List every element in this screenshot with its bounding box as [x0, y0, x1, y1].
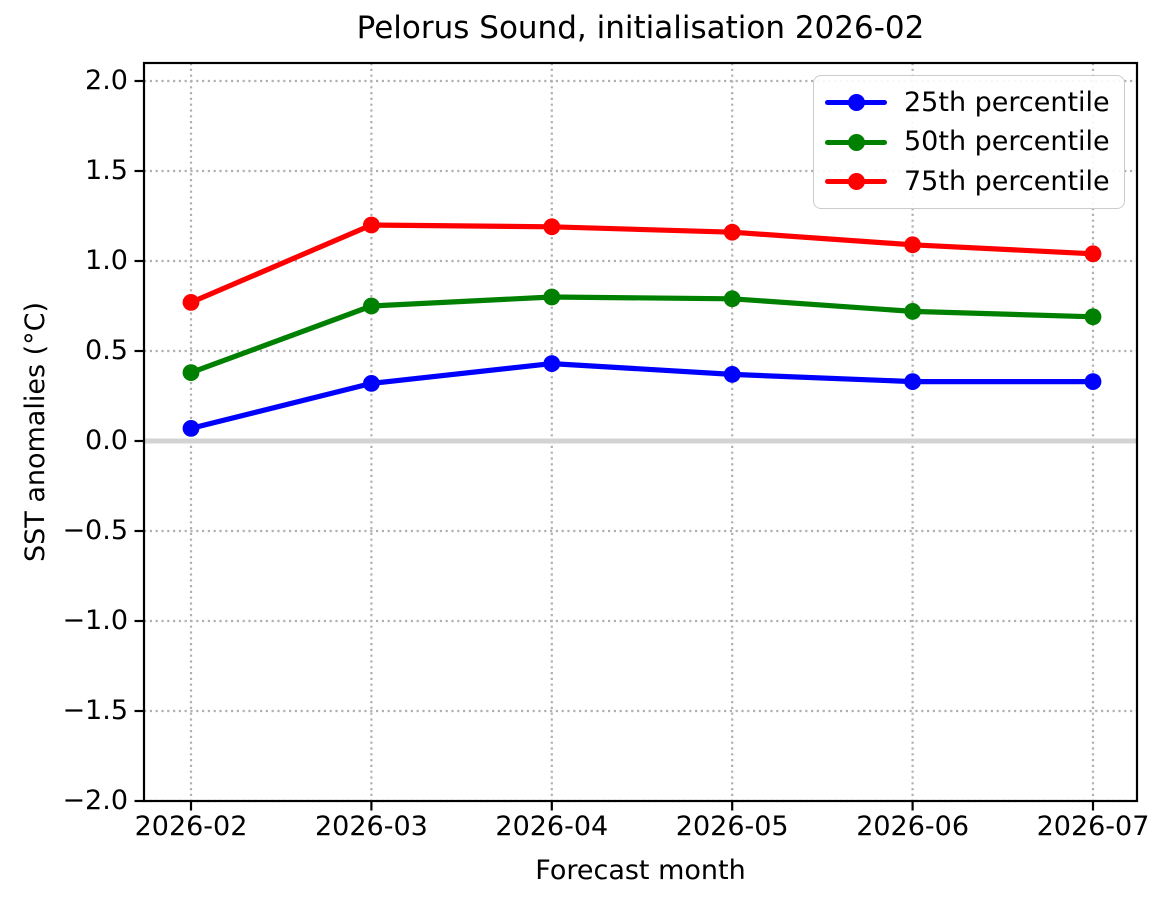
series-25th-percentile [182, 355, 1102, 437]
data-point-marker [904, 373, 921, 390]
data-point-marker [363, 297, 380, 315]
tick-marks [134, 79, 1095, 811]
data-point-marker [723, 223, 741, 241]
x-tick-label: 2026-04 [495, 811, 609, 842]
x-tick-label: 2026-06 [856, 811, 969, 842]
plot-border [142, 61, 1139, 803]
x-tick-label: 2026-07 [1036, 811, 1150, 842]
data-point-marker [723, 290, 741, 308]
data-point-marker [182, 364, 200, 381]
legend-line-marker-swatch [825, 173, 887, 191]
data-point-marker [543, 288, 561, 306]
series-75th-percentile [182, 216, 1102, 311]
legend-marker-dot [847, 94, 865, 111]
data-point-marker [1084, 308, 1102, 326]
data-point-marker [363, 216, 380, 234]
y-tick-label: 0.5 [85, 335, 128, 366]
data-point-marker [904, 303, 921, 320]
data-point-marker [904, 236, 921, 254]
y-tick-label: 0.0 [85, 425, 128, 456]
y-tick-label: 2.0 [85, 65, 128, 96]
legend-item-25th-percentile: 25th percentile [825, 83, 1112, 122]
legend-label: 25th percentile [904, 86, 1110, 118]
data-point-marker [1084, 245, 1102, 263]
data-point-marker [1084, 373, 1102, 390]
y-tick-label: 1.0 [85, 245, 128, 276]
chart-title: Pelorus Sound, initialisation 2026-02 [356, 10, 925, 46]
legend-label: 50th percentile [904, 126, 1110, 157]
series-line [188, 222, 1096, 305]
x-tick-label: 2026-03 [314, 811, 428, 842]
y-tick-label: −0.5 [62, 515, 128, 546]
x-tick-label: 2026-05 [675, 811, 789, 842]
series-50th-percentile [182, 288, 1102, 381]
legend-item-50th-percentile: 50th percentile [825, 123, 1112, 162]
legend-marker-dot [847, 173, 865, 190]
y-tick-label: −2.0 [62, 785, 128, 816]
data-point-marker [363, 375, 380, 392]
legend: 25th percentile 50th percentile 75th perce… [813, 75, 1125, 209]
x-axis-label: Forecast month [535, 855, 746, 886]
y-tick-label: −1.5 [62, 695, 128, 726]
legend-line-marker-swatch [825, 94, 887, 112]
y-axis-label: SST anomalies (°C) [20, 301, 51, 563]
data-point-marker [543, 355, 561, 372]
legend-item-75th-percentile: 75th percentile [825, 162, 1112, 201]
y-tick-label: 1.5 [85, 155, 128, 186]
series-line [188, 361, 1096, 431]
data-point-marker [182, 294, 200, 311]
legend-label: 75th percentile [904, 165, 1110, 197]
y-tick-label: −1.0 [62, 605, 128, 636]
data-point-marker [543, 218, 561, 236]
legend-line-marker-swatch [825, 133, 887, 151]
series-line [188, 294, 1096, 376]
data-point-marker [182, 420, 200, 437]
x-tick-label: 2026-02 [134, 811, 248, 842]
legend-marker-dot [847, 133, 865, 151]
data-point-marker [723, 366, 741, 383]
